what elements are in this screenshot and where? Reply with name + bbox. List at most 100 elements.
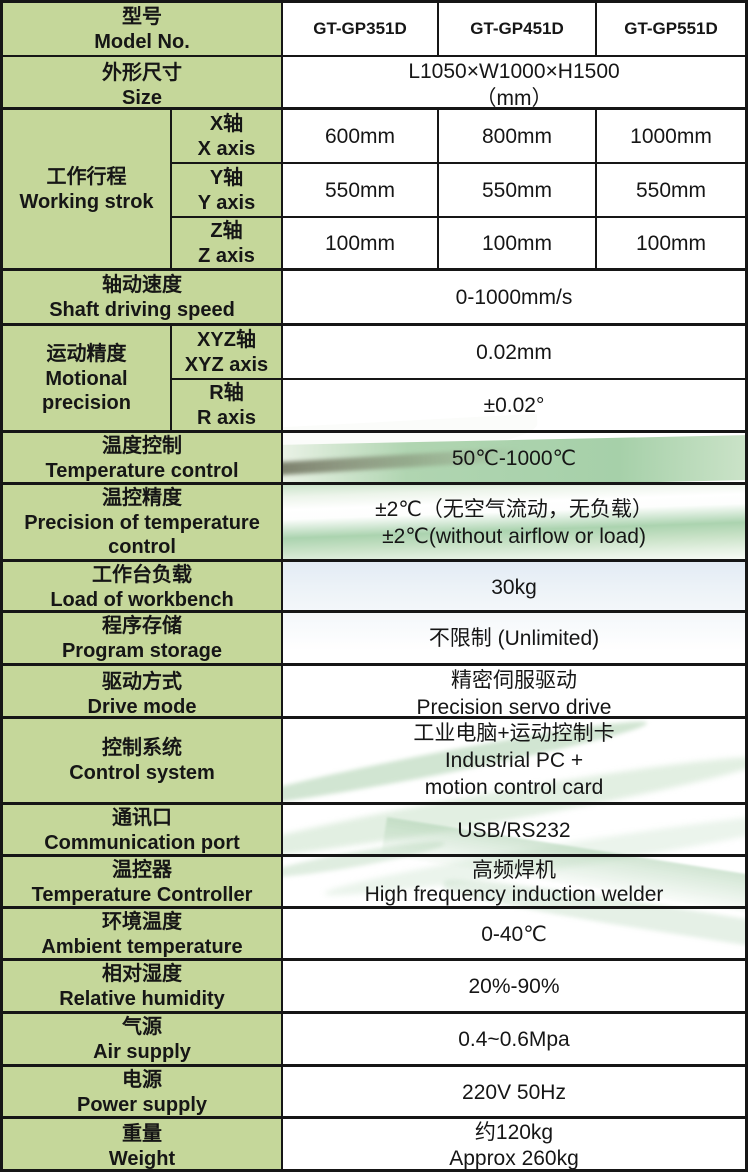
label-zh: 工作行程 [46, 166, 127, 188]
row-power-supply: 电源 Power supply 220V 50Hz [3, 1064, 745, 1118]
sublabel-zh: X轴 [209, 112, 244, 135]
label-cell-control-system: 控制系统 Control system [3, 719, 281, 802]
label-zh: 驱动方式 [102, 670, 182, 693]
label-cell-weight: 重量 Weight [3, 1119, 281, 1170]
value-cell-size: L1050×W1000×H1500 （mm） [281, 57, 745, 113]
label-en: Precision of temperature control [24, 512, 260, 558]
temperature-precision-line-1: ±2℃（无空气流动，无负载） [375, 497, 653, 521]
label-cell-temperature-controller: 温控器 Temperature Controller [3, 857, 281, 908]
sublabel-zh: Z轴 [210, 220, 243, 242]
sublabel-x-axis: X轴 X axis [170, 110, 281, 162]
z-value-3: 100mm [635, 232, 707, 255]
label-cell-working-stroke: 工作行程 Working strok [3, 110, 170, 269]
label-cell-power-supply: 电源 Power supply [3, 1067, 281, 1118]
communication-port-value: USB/RS232 [457, 819, 571, 842]
temperature-controller-line-2: High frequency induction welder [364, 882, 664, 906]
label-zh: 型号 [122, 5, 162, 28]
label-en: Control system [69, 762, 215, 784]
sublabel-y-axis: Y轴 Y axis [170, 162, 281, 216]
value-cell-temperature-precision: ±2℃（无空气流动，无负载） ±2℃(without airflow or lo… [281, 485, 745, 560]
row-motional-precision: 运动精度 Motional precision XYZ轴 XYZ axis 0.… [3, 323, 745, 431]
ambient-temperature-value: 0-40℃ [481, 923, 547, 946]
label-en: Program storage [61, 640, 223, 662]
row-workbench-load: 工作台负载 Load of workbench 30kg [3, 559, 745, 613]
label-en: Shaft driving speed [49, 298, 235, 321]
row-air-supply: 气源 Air supply 0.4~0.6Mpa [3, 1011, 745, 1065]
value-cell-drive-mode: 精密伺服驱动 Precision servo drive [281, 666, 745, 722]
label-en: Air supply [93, 1041, 191, 1063]
label-en: Ambient temperature [41, 936, 243, 958]
label-zh: 工作台负载 [92, 564, 192, 586]
label-cell-temperature-precision: 温控精度 Precision of temperature control [3, 485, 281, 560]
label-zh: 电源 [122, 1069, 162, 1091]
row-program-storage: 程序存储 Program storage 不限制 (Unlimited) [3, 610, 745, 664]
weight-line-2: Approx 260kg [449, 1147, 579, 1170]
value-cell-z-2: 100mm [437, 216, 595, 269]
label-cell-temperature-control: 温度控制 Temperature control [3, 433, 281, 484]
row-temperature-control: 温度控制 Temperature control 50℃-1000℃ [3, 430, 745, 484]
sublabel-r-axis: R轴 R axis [170, 378, 281, 431]
label-cell-motional-precision: 运动精度 Motional precision [3, 326, 170, 431]
value-cell-model-1: GT-GP351D [281, 3, 437, 55]
row-model-no: 型号 Model No. GT-GP351D GT-GP451D GT-GP55… [3, 3, 745, 55]
label-cell-program-storage: 程序存储 Program storage [3, 613, 281, 664]
row-temperature-controller: 温控器 Temperature Controller 高频焊机 High fre… [3, 854, 745, 908]
row-weight: 重量 Weight 约120kg Approx 260kg [3, 1116, 745, 1170]
label-cell-communication-port: 通讯口 Communication port [3, 805, 281, 856]
temperature-control-value: 50℃-1000℃ [451, 447, 577, 470]
shaft-speed-value: 0-1000mm/s [455, 285, 573, 309]
sublabel-xyz-axis: XYZ轴 XYZ axis [170, 326, 281, 378]
y-value-2: 550mm [481, 178, 553, 202]
value-cell-x-3: 1000mm [595, 110, 745, 162]
control-system-line-2: Industrial PC + [444, 749, 584, 772]
label-zh: 温控精度 [102, 487, 182, 509]
sublabel-en: R axis [197, 407, 256, 429]
value-cell-y-3: 550mm [595, 162, 745, 216]
weight-line-1: 约120kg [474, 1121, 554, 1144]
xyz-value: 0.02mm [476, 340, 552, 364]
sublabel-zh: R轴 [209, 382, 244, 404]
sublabel-en: Y axis [197, 191, 256, 214]
label-zh: 运动精度 [46, 343, 127, 365]
label-zh: 气源 [122, 1016, 162, 1038]
label-en: Size [121, 86, 163, 109]
value-cell-control-system: 工业电脑+运动控制卡 Industrial PC + motion contro… [281, 719, 745, 802]
y-value-3: 550mm [635, 178, 707, 202]
relative-humidity-value: 20%-90% [468, 975, 560, 998]
label-en: Temperature Controller [31, 884, 253, 906]
label-en: Working strok [19, 191, 154, 213]
value-cell-relative-humidity: 20%-90% [281, 961, 745, 1012]
row-temperature-precision: 温控精度 Precision of temperature control ±2… [3, 482, 745, 560]
value-cell-x-2: 800mm [437, 110, 595, 162]
label-cell-workbench-load: 工作台负载 Load of workbench [3, 562, 281, 613]
label-zh: 轴动速度 [102, 273, 182, 296]
temperature-precision-line-2: ±2℃(without airflow or load) [382, 524, 646, 548]
row-shaft-speed: 轴动速度 Shaft driving speed 0-1000mm/s [3, 268, 745, 323]
value-cell-temperature-controller: 高频焊机 High frequency induction welder [281, 857, 745, 908]
value-cell-y-1: 550mm [281, 162, 437, 216]
label-cell-shaft-speed: 轴动速度 Shaft driving speed [3, 271, 281, 323]
size-line-1: L1050×W1000×H1500 [408, 60, 620, 83]
value-cell-communication-port: USB/RS232 [281, 805, 745, 856]
y-value-1: 550mm [324, 178, 396, 202]
row-size: 外形尺寸 Size L1050×W1000×H1500 （mm） [3, 55, 745, 113]
label-en: Weight [108, 1147, 176, 1170]
value-cell-xyz: 0.02mm [281, 326, 745, 378]
value-cell-r: ±0.02° [281, 378, 745, 431]
size-line-2: （mm） [475, 87, 553, 110]
z-value-2: 100mm [481, 232, 553, 255]
label-zh: 外形尺寸 [102, 61, 182, 84]
x-value-2: 800mm [481, 124, 553, 148]
row-relative-humidity: 相对湿度 Relative humidity 20%-90% [3, 958, 745, 1012]
label-cell-ambient-temperature: 环境温度 Ambient temperature [3, 909, 281, 960]
spec-table: 型号 Model No. GT-GP351D GT-GP451D GT-GP55… [3, 3, 745, 1169]
label-en: Model No. [94, 30, 190, 53]
label-cell-relative-humidity: 相对湿度 Relative humidity [3, 961, 281, 1012]
value-cell-temperature-control: 50℃-1000℃ [281, 433, 745, 484]
control-system-line-3: motion control card [424, 776, 604, 799]
value-cell-power-supply: 220V 50Hz [281, 1067, 745, 1118]
sublabel-en: X axis [197, 137, 256, 160]
label-en: Relative humidity [59, 988, 225, 1010]
label-cell-size: 外形尺寸 Size [3, 57, 281, 113]
